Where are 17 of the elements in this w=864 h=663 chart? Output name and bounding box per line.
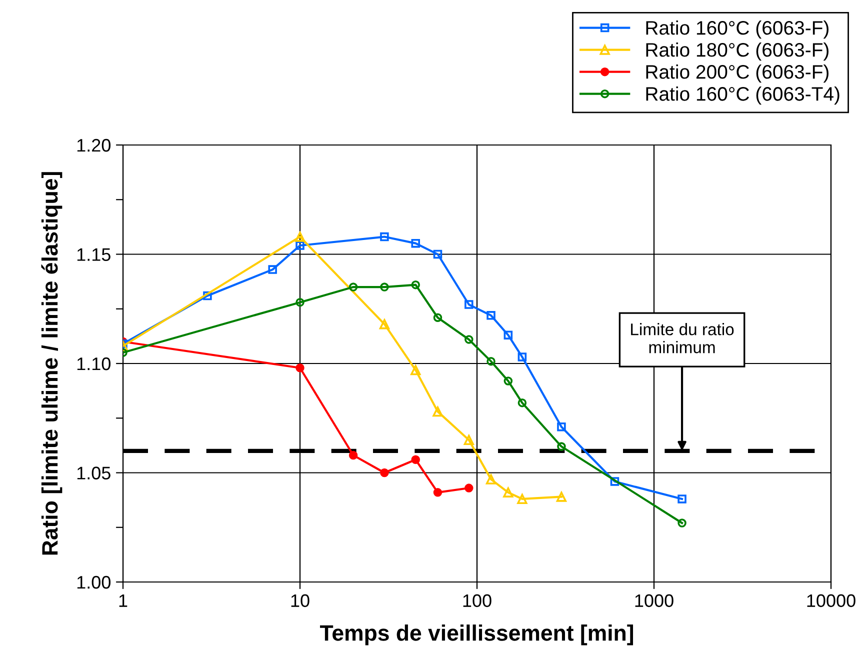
x-tick-label: 1000	[635, 594, 674, 608]
y-tick-label: 1.20	[77, 138, 110, 152]
annotation: Limite du ratio minimum	[631, 323, 734, 354]
x-tick-label: 10000	[807, 594, 856, 608]
y-tick-label: 1.10	[77, 357, 110, 370]
y-tick-label: 1.15	[77, 248, 110, 261]
legend-label: Ratio 160°C (6063-T4)	[646, 86, 840, 105]
x-tick-label: 100	[463, 594, 492, 608]
x-axis-title: Temps de vieillissement [min]	[320, 624, 634, 646]
y-tick-label: 1.05	[77, 466, 110, 480]
x-tick-label: 1	[119, 594, 128, 607]
legend-label: Ratio 160°C (6063-F)	[646, 20, 828, 39]
y-tick-label: 1.00	[77, 576, 110, 589]
legend-label: Ratio 200°C (6063-F)	[646, 64, 828, 83]
y-axis-title: Ratio [limite ultime / limite élastique]	[41, 172, 62, 555]
legend-label: Ratio 180°C (6063-F)	[646, 42, 828, 61]
x-tick-label: 10	[291, 594, 310, 608]
